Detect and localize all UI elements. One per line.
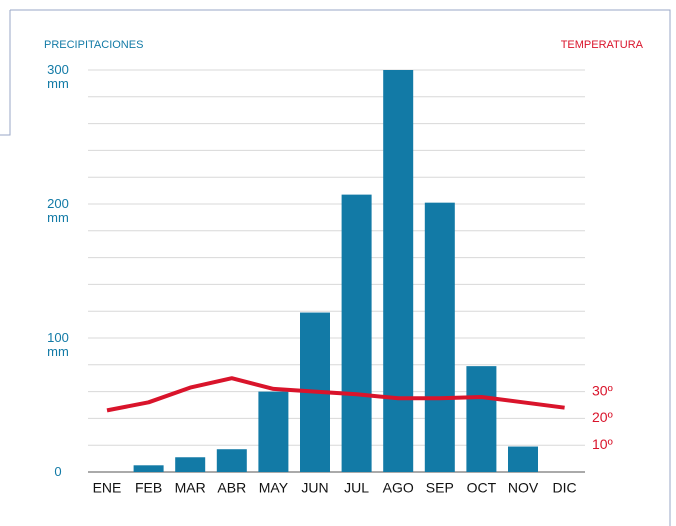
y2-axis-title: TEMPERATURA xyxy=(561,39,644,51)
x-tick-label: JUN xyxy=(301,480,328,496)
x-tick-label: ABR xyxy=(217,480,246,496)
bar xyxy=(133,465,164,472)
bar xyxy=(466,366,497,472)
bar xyxy=(424,202,455,472)
y-tick-label: 300 mm xyxy=(47,62,69,91)
y-tick-label: 100 mm xyxy=(47,330,69,359)
y2-tick-label: 30º xyxy=(592,382,613,398)
x-tick-label: OCT xyxy=(467,480,497,496)
x-tick-label: MAY xyxy=(259,480,289,496)
x-tick-label: SEP xyxy=(426,480,454,496)
bar xyxy=(341,194,372,472)
y-tick-label: 200 mm xyxy=(47,196,69,225)
y2-tick-label: 10º xyxy=(592,436,613,452)
y-tick-label: 0 xyxy=(54,464,62,479)
bar xyxy=(175,457,206,472)
x-tick-label: NOV xyxy=(508,480,539,496)
x-tick-label: MAR xyxy=(175,480,206,496)
x-tick-label: AGO xyxy=(383,480,414,496)
bar xyxy=(383,70,414,472)
x-tick-label: FEB xyxy=(135,480,162,496)
y2-tick-label: 20º xyxy=(592,409,613,425)
y-axis-title: PRECIPITACIONES xyxy=(44,39,143,51)
x-tick-label: JUL xyxy=(344,480,369,496)
bar xyxy=(216,449,247,472)
x-tick-label: ENE xyxy=(93,480,122,496)
temperature-line xyxy=(106,376,565,413)
frame-left xyxy=(0,10,11,136)
bar xyxy=(508,446,538,472)
frame xyxy=(10,9,671,526)
x-tick-label: DIC xyxy=(553,480,577,496)
bar xyxy=(258,391,289,472)
